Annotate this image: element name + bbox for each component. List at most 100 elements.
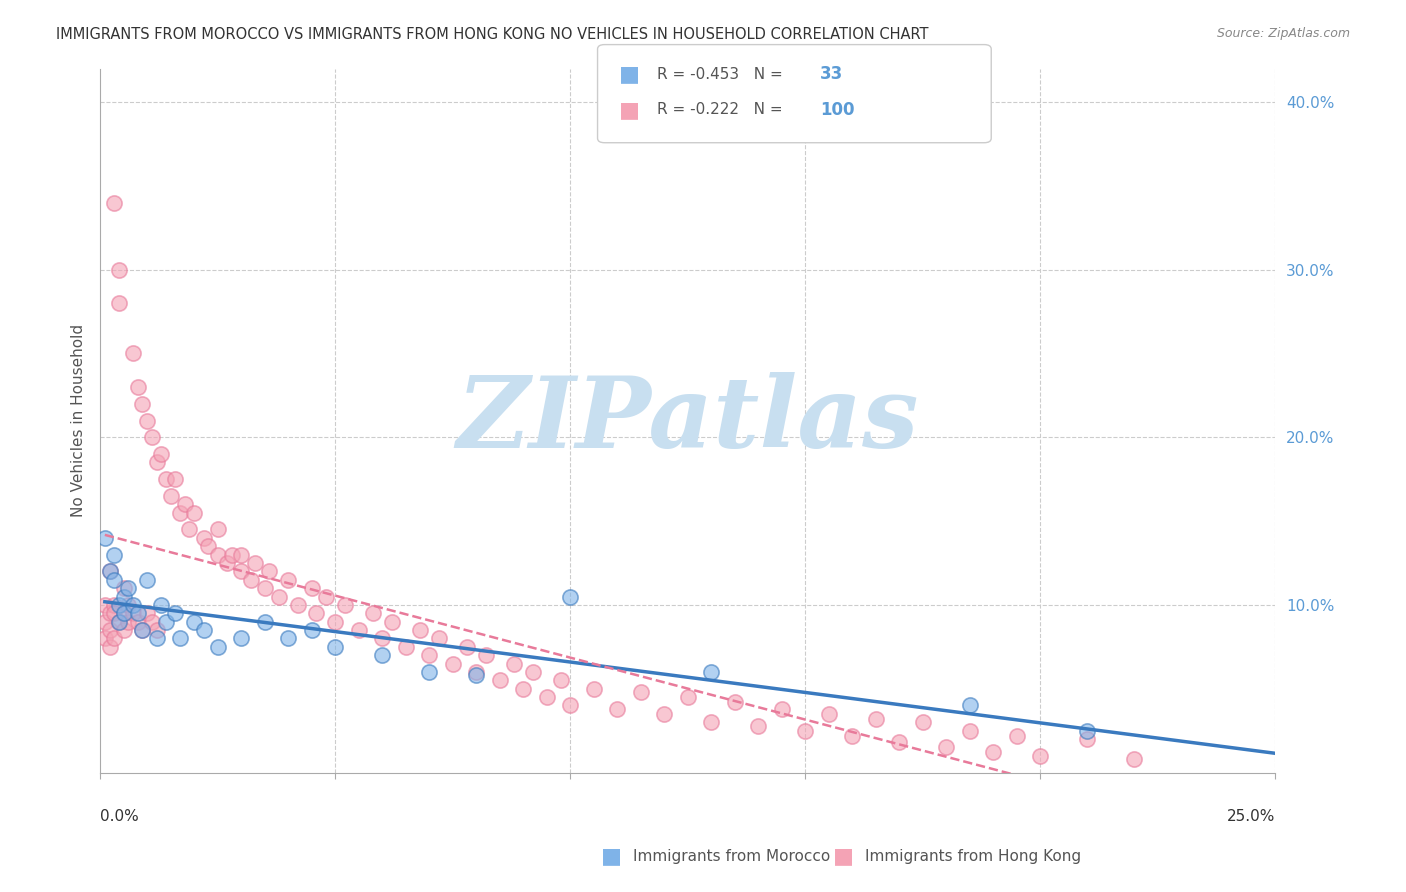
Point [911, 715, 934, 730]
Point [207, 548, 229, 562]
Point [747, 718, 769, 732]
Point [193, 623, 215, 637]
Point [155, 615, 177, 629]
Point [323, 640, 346, 654]
Point [1029, 748, 1052, 763]
Point [179, 523, 201, 537]
Point [371, 632, 394, 646]
Point [231, 548, 253, 562]
Point [221, 548, 243, 562]
Point [108, 615, 131, 629]
Text: ■: ■ [619, 100, 640, 120]
Point [231, 565, 253, 579]
Point [145, 455, 167, 469]
Point [301, 581, 323, 595]
Point [676, 690, 699, 704]
Point [136, 413, 159, 427]
Point [94, 615, 117, 629]
Text: 100: 100 [820, 101, 855, 119]
Point [865, 712, 887, 726]
Point [301, 623, 323, 637]
Point [98, 623, 121, 637]
Point [287, 598, 309, 612]
Point [141, 430, 163, 444]
Point [239, 573, 262, 587]
Point [794, 723, 817, 738]
Point [127, 607, 149, 621]
Point [193, 531, 215, 545]
Point [582, 681, 605, 696]
Point [141, 615, 163, 629]
Point [159, 489, 181, 503]
Point [183, 615, 205, 629]
Point [277, 632, 299, 646]
Point [409, 623, 432, 637]
Point [112, 623, 135, 637]
Point [522, 665, 544, 679]
Text: ■: ■ [602, 847, 621, 866]
Point [465, 665, 488, 679]
Point [841, 729, 863, 743]
Text: ZIPatlas: ZIPatlas [457, 372, 920, 469]
Point [103, 598, 125, 612]
Point [103, 573, 125, 587]
Point [98, 565, 121, 579]
Point [94, 531, 117, 545]
Point [380, 615, 402, 629]
Point [145, 632, 167, 646]
Text: ■: ■ [619, 64, 640, 84]
Point [488, 673, 510, 688]
Point [98, 565, 121, 579]
Point [770, 702, 793, 716]
Point [103, 632, 125, 646]
Text: R = -0.453   N =: R = -0.453 N = [657, 67, 787, 81]
Point [197, 539, 219, 553]
Point [959, 723, 981, 738]
Point [959, 698, 981, 713]
Point [108, 615, 131, 629]
Point [1076, 723, 1098, 738]
Point [935, 740, 957, 755]
Point [333, 598, 356, 612]
Point [267, 590, 290, 604]
Point [395, 640, 418, 654]
Point [606, 702, 628, 716]
Point [150, 598, 173, 612]
Point [169, 632, 191, 646]
Point [122, 607, 145, 621]
Point [108, 296, 131, 310]
Point [560, 590, 582, 604]
Point [981, 745, 1004, 759]
Point [131, 623, 153, 637]
Point [169, 506, 191, 520]
Y-axis label: No Vehicles in Household: No Vehicles in Household [72, 324, 86, 517]
Point [1123, 752, 1146, 766]
Point [136, 607, 159, 621]
Point [173, 497, 195, 511]
Point [94, 632, 117, 646]
Text: 33: 33 [820, 65, 844, 83]
Point [418, 648, 440, 662]
Point [1005, 729, 1028, 743]
Point [724, 695, 747, 709]
Point [98, 640, 121, 654]
Point [253, 581, 276, 595]
Point [427, 632, 450, 646]
Point [371, 648, 394, 662]
Text: 0.0%: 0.0% [100, 809, 139, 824]
Point [456, 640, 478, 654]
Point [112, 607, 135, 621]
Point [103, 548, 125, 562]
Text: Source: ZipAtlas.com: Source: ZipAtlas.com [1216, 27, 1350, 40]
Point [112, 581, 135, 595]
Point [305, 607, 328, 621]
Point [817, 706, 839, 721]
Point [215, 556, 238, 570]
Point [259, 565, 281, 579]
Point [207, 523, 229, 537]
Point [512, 681, 534, 696]
Point [560, 698, 582, 713]
Point [155, 472, 177, 486]
Point [94, 598, 117, 612]
Point [1076, 731, 1098, 746]
